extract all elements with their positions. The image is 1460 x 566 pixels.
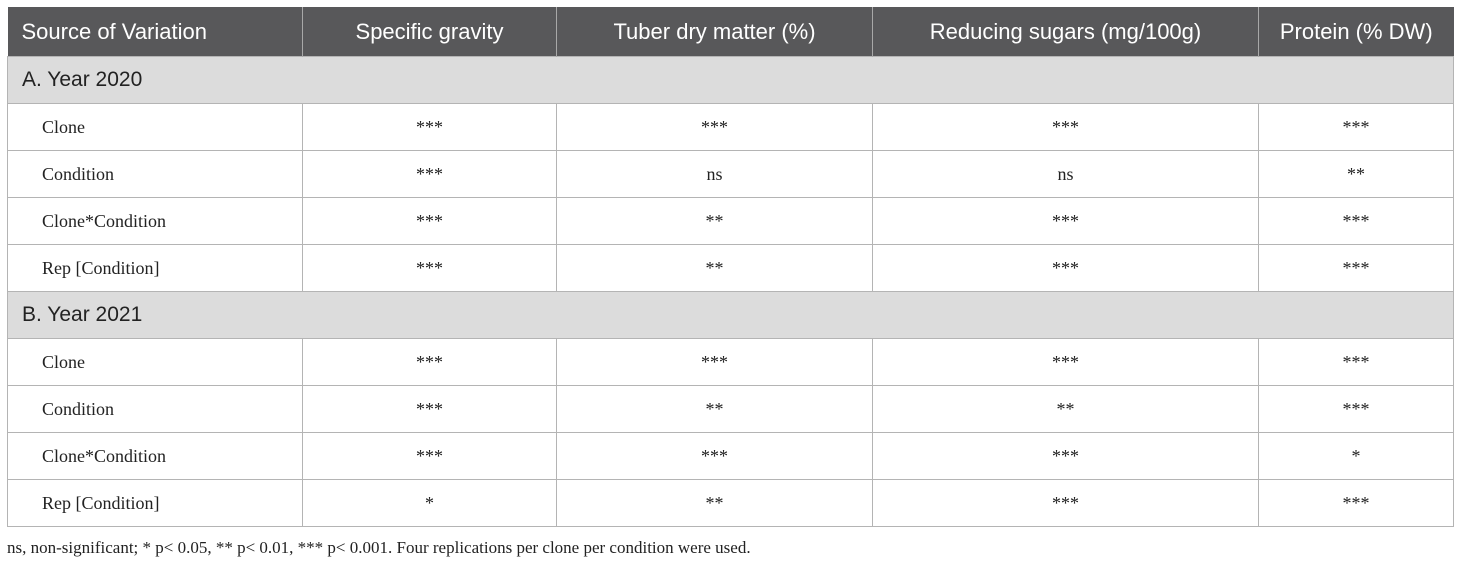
anova-table-container: Source of Variation Specific gravity Tub… xyxy=(7,7,1454,527)
table-cell: ** xyxy=(872,385,1259,433)
header-specific-gravity: Specific gravity xyxy=(302,7,557,57)
table-row: Clone *** *** *** *** xyxy=(7,338,1454,386)
table-cell: * xyxy=(1258,432,1454,480)
header-reducing-sugars: Reducing sugars (mg/100g) xyxy=(872,7,1259,57)
table-row: Condition *** ns ns ** xyxy=(7,150,1454,198)
header-source: Source of Variation xyxy=(7,7,303,57)
table-row: Rep [Condition] * ** *** *** xyxy=(7,479,1454,527)
header-row: Source of Variation Specific gravity Tub… xyxy=(7,7,1454,57)
table-cell: ** xyxy=(556,385,873,433)
table-row: Clone *** *** *** *** xyxy=(7,103,1454,151)
table-cell: ** xyxy=(556,197,873,245)
section-row: B. Year 2021 xyxy=(7,291,1454,339)
row-label: Rep [Condition] xyxy=(7,244,303,292)
table-cell: *** xyxy=(872,244,1259,292)
table-cell: ns xyxy=(872,150,1259,198)
table-cell: *** xyxy=(556,103,873,151)
table-cell: *** xyxy=(872,479,1259,527)
row-label: Rep [Condition] xyxy=(7,479,303,527)
row-label: Condition xyxy=(7,150,303,198)
table-cell: *** xyxy=(302,150,557,198)
table-cell: *** xyxy=(872,432,1259,480)
table-row: Rep [Condition] *** ** *** *** xyxy=(7,244,1454,292)
table-cell: ** xyxy=(556,244,873,292)
table-row: Clone*Condition *** ** *** *** xyxy=(7,197,1454,245)
table-row: Clone*Condition *** *** *** * xyxy=(7,432,1454,480)
section-row: A. Year 2020 xyxy=(7,56,1454,104)
table-cell: *** xyxy=(1258,479,1454,527)
header-tuber-dry-matter: Tuber dry matter (%) xyxy=(556,7,873,57)
table-cell: *** xyxy=(302,385,557,433)
table-cell: *** xyxy=(302,432,557,480)
table-cell: *** xyxy=(1258,385,1454,433)
section-title: A. Year 2020 xyxy=(7,56,1454,104)
table-cell: *** xyxy=(1258,244,1454,292)
anova-table: Source of Variation Specific gravity Tub… xyxy=(7,7,1454,527)
row-label: Clone*Condition xyxy=(7,432,303,480)
table-cell: * xyxy=(302,479,557,527)
table-cell: *** xyxy=(556,432,873,480)
table-cell: *** xyxy=(872,197,1259,245)
table-cell: *** xyxy=(302,244,557,292)
table-cell: *** xyxy=(302,338,557,386)
section-title: B. Year 2021 xyxy=(7,291,1454,339)
table-footnote: ns, non-significant; * p< 0.05, ** p< 0.… xyxy=(7,538,751,557)
table-cell: *** xyxy=(872,103,1259,151)
row-label: Clone xyxy=(7,338,303,386)
table-cell: ns xyxy=(556,150,873,198)
row-label: Clone xyxy=(7,103,303,151)
table-row: Condition *** ** ** *** xyxy=(7,385,1454,433)
table-cell: ** xyxy=(556,479,873,527)
table-cell: *** xyxy=(872,338,1259,386)
row-label: Condition xyxy=(7,385,303,433)
header-protein: Protein (% DW) xyxy=(1258,7,1454,57)
table-cell: *** xyxy=(1258,197,1454,245)
table-cell: ** xyxy=(1258,150,1454,198)
table-cell: *** xyxy=(302,103,557,151)
table-cell: *** xyxy=(302,197,557,245)
table-cell: *** xyxy=(1258,103,1454,151)
table-cell: *** xyxy=(556,338,873,386)
row-label: Clone*Condition xyxy=(7,197,303,245)
table-cell: *** xyxy=(1258,338,1454,386)
